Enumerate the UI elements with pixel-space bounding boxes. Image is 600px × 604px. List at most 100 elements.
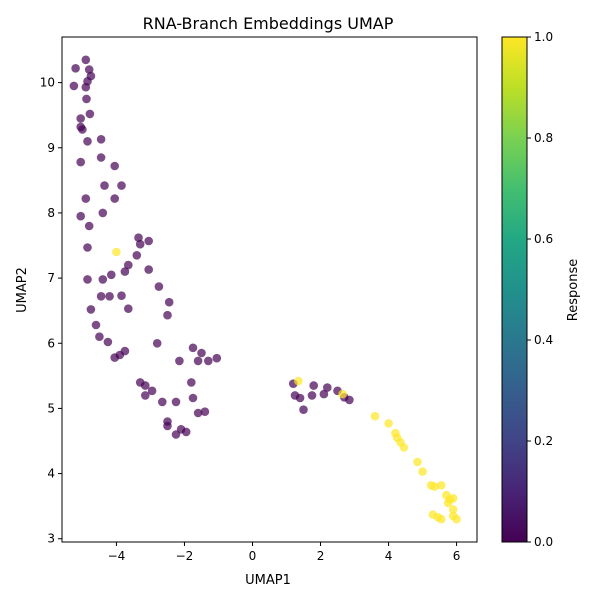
data-point	[103, 337, 113, 347]
y-tick-label: 3	[47, 532, 55, 546]
data-point	[132, 251, 142, 260]
colorbar-frame	[501, 36, 528, 543]
x-tick-label: 6	[453, 549, 461, 563]
colorbar-tick-label: 0.8	[534, 131, 553, 145]
data-point	[437, 514, 446, 524]
data-point	[124, 260, 133, 270]
x-axis-label: UMAP1	[245, 573, 291, 588]
data-point	[117, 291, 126, 301]
data-point	[370, 411, 380, 421]
data-point	[78, 125, 87, 134]
x-tick-label: 4	[385, 549, 393, 563]
data-point	[76, 157, 85, 167]
data-point	[399, 443, 409, 452]
data-point	[309, 381, 319, 390]
data-point	[163, 421, 172, 431]
data-point	[81, 55, 91, 65]
data-point	[105, 292, 114, 301]
data-point	[294, 376, 303, 386]
data-point	[295, 393, 305, 403]
data-point	[83, 243, 92, 252]
data-point	[81, 82, 91, 92]
data-point	[384, 419, 393, 428]
colorbar-gradient	[502, 37, 527, 542]
y-axis-label: UMAP2	[15, 267, 30, 313]
data-point	[307, 391, 317, 400]
data-point	[204, 356, 213, 366]
data-point	[124, 304, 133, 314]
data-point	[181, 427, 191, 437]
data-point	[152, 339, 162, 348]
data-point	[98, 208, 108, 218]
data-point	[110, 194, 119, 203]
data-point	[96, 135, 106, 144]
data-point	[418, 467, 427, 476]
data-point	[84, 221, 94, 231]
y-tick-label: 4	[47, 467, 55, 481]
data-point	[154, 282, 164, 291]
data-point	[141, 391, 150, 400]
axes: −4 −2 0 2 4 6 3 4 5 6 7 8 9 10	[40, 36, 478, 563]
y-tick-label: 7	[47, 271, 55, 285]
data-point	[83, 275, 92, 284]
colorbar: 0.0 0.2 0.4 0.6 0.8 1.0	[501, 30, 553, 549]
data-point	[144, 236, 153, 246]
data-point	[141, 381, 150, 390]
data-point	[96, 292, 106, 301]
data-point	[187, 378, 196, 387]
plot-frame	[61, 36, 478, 543]
data-point	[134, 233, 143, 242]
data-point	[171, 430, 181, 439]
colorbar-label: Response	[566, 259, 581, 321]
y-tick-label: 8	[47, 206, 55, 220]
x-tick-label: 0	[249, 549, 257, 563]
data-point	[443, 498, 453, 508]
data-point	[85, 109, 95, 119]
chart-title: RNA-Branch Embeddings UMAP	[143, 14, 394, 33]
data-point	[71, 64, 80, 73]
data-point	[76, 114, 85, 123]
data-point	[69, 81, 79, 91]
data-point	[117, 181, 126, 190]
data-point	[319, 389, 329, 399]
data-point	[193, 356, 203, 366]
data-point	[144, 265, 153, 274]
data-point	[98, 275, 108, 284]
data-point	[188, 343, 198, 353]
data-point	[171, 397, 181, 407]
data-point	[110, 161, 119, 171]
data-point	[86, 305, 96, 314]
data-point	[212, 353, 222, 363]
colorbar-tick-label: 0.6	[534, 232, 553, 246]
data-point	[163, 310, 172, 320]
colorbar-tick-label: 0.2	[534, 434, 553, 448]
data-point	[193, 408, 203, 418]
y-tick-label: 9	[47, 141, 55, 155]
data-point	[437, 481, 446, 490]
data-point	[158, 397, 167, 407]
data-point	[83, 137, 92, 146]
data-point	[200, 407, 210, 417]
colorbar-tick-label: 0.4	[534, 333, 553, 347]
data-point	[452, 514, 461, 524]
data-point	[413, 457, 422, 467]
x-tick-label: −2	[176, 549, 194, 563]
data-point	[120, 267, 130, 276]
data-point	[76, 211, 85, 221]
data-point	[96, 153, 106, 162]
plot-area	[69, 55, 461, 524]
data-point	[135, 239, 145, 249]
data-point	[112, 247, 121, 257]
data-point	[100, 181, 109, 190]
x-tick-label: 2	[317, 549, 325, 563]
data-point	[84, 65, 94, 74]
data-point	[95, 332, 104, 342]
data-point	[345, 395, 354, 405]
y-tick-label: 5	[47, 401, 55, 415]
data-point	[430, 482, 439, 491]
data-point	[323, 383, 332, 392]
x-tick-label: −4	[108, 549, 126, 563]
data-point	[197, 348, 206, 358]
data-point	[338, 389, 347, 399]
